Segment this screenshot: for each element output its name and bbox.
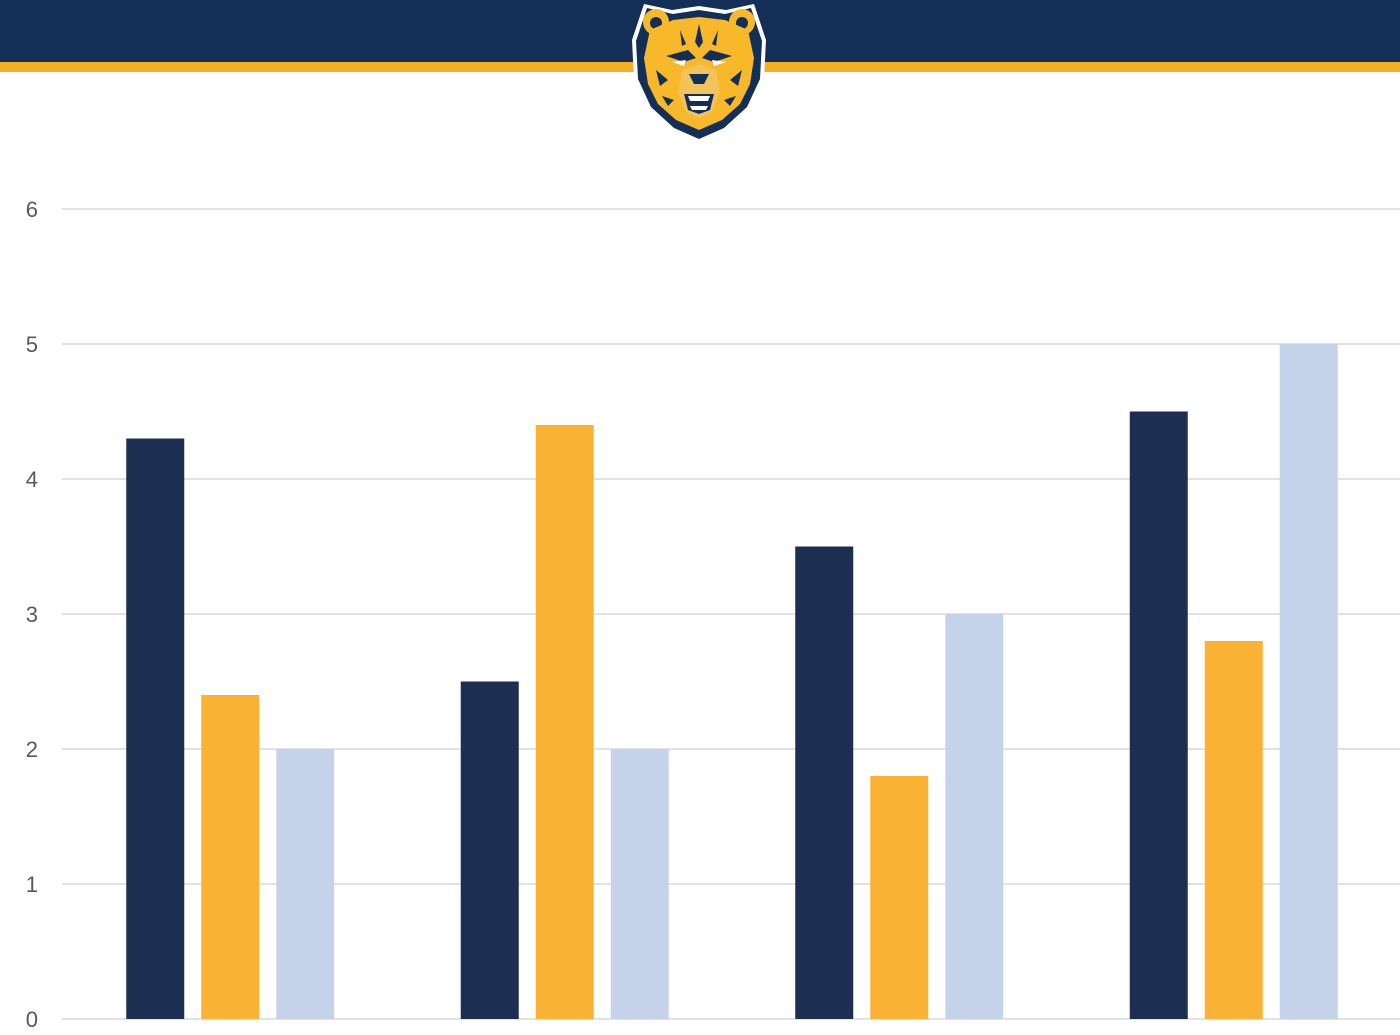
- bar-series-3-group-2: [610, 749, 669, 1019]
- y-tick-label: 0: [26, 1007, 38, 1032]
- bear-head-logo-icon: [632, 4, 766, 144]
- bar-series-1-group-3: [795, 546, 854, 1019]
- y-tick-label: 3: [26, 602, 38, 627]
- bar-series-1-group-1: [126, 438, 185, 1019]
- y-tick-label: 2: [26, 737, 38, 762]
- bar-series-2-group-1: [201, 695, 260, 1019]
- bar-series-1-group-2: [460, 681, 519, 1019]
- bar-series-1-group-4: [1129, 411, 1188, 1019]
- y-tick-label: 5: [26, 332, 38, 357]
- bar-series-2-group-2: [535, 425, 594, 1019]
- bar-series-2-group-4: [1204, 641, 1263, 1019]
- bar-series-3-group-1: [276, 749, 335, 1019]
- chart-gridlines: [62, 208, 1400, 1020]
- y-tick-label: 4: [26, 467, 38, 492]
- y-tick-label: 6: [26, 197, 38, 222]
- bar-series-3-group-4: [1279, 344, 1338, 1019]
- bar-series-2-group-3: [870, 776, 929, 1019]
- y-axis-tick-labels: 0 1 2 3 4 5 6: [26, 197, 38, 1032]
- chart-bars: [126, 344, 1338, 1019]
- bar-series-3-group-3: [945, 614, 1004, 1019]
- y-tick-label: 1: [26, 872, 38, 897]
